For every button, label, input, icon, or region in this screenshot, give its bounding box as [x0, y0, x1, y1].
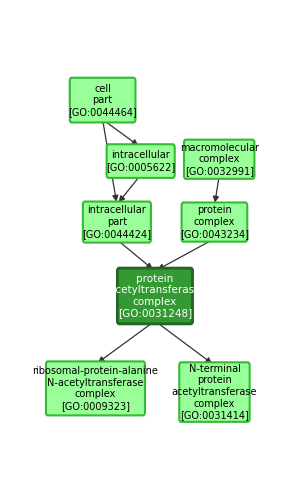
FancyBboxPatch shape [107, 144, 175, 178]
Text: protein
acetyltransferase
complex
[GO:0031248]: protein acetyltransferase complex [GO:00… [109, 274, 201, 318]
Text: macromolecular
complex
[GO:0032991]: macromolecular complex [GO:0032991] [180, 143, 259, 176]
FancyBboxPatch shape [179, 362, 250, 422]
FancyBboxPatch shape [70, 78, 135, 122]
Text: intracellular
part
[GO:0044424]: intracellular part [GO:0044424] [82, 205, 151, 239]
FancyBboxPatch shape [46, 361, 145, 415]
Text: protein
complex
[GO:0043234]: protein complex [GO:0043234] [180, 205, 249, 239]
Text: cell
part
[GO:0044464]: cell part [GO:0044464] [68, 84, 137, 117]
FancyBboxPatch shape [117, 268, 192, 324]
Text: N-terminal
protein
acetyltransferase
complex
[GO:0031414]: N-terminal protein acetyltransferase com… [172, 364, 257, 420]
FancyBboxPatch shape [83, 202, 151, 242]
FancyBboxPatch shape [184, 140, 255, 179]
Text: ribosomal-protein-alanine
N-acetyltransferase
complex
[GO:0009323]: ribosomal-protein-alanine N-acetyltransf… [33, 366, 158, 411]
Text: intracellular
[GO:0005622]: intracellular [GO:0005622] [106, 150, 175, 172]
FancyBboxPatch shape [182, 203, 247, 241]
